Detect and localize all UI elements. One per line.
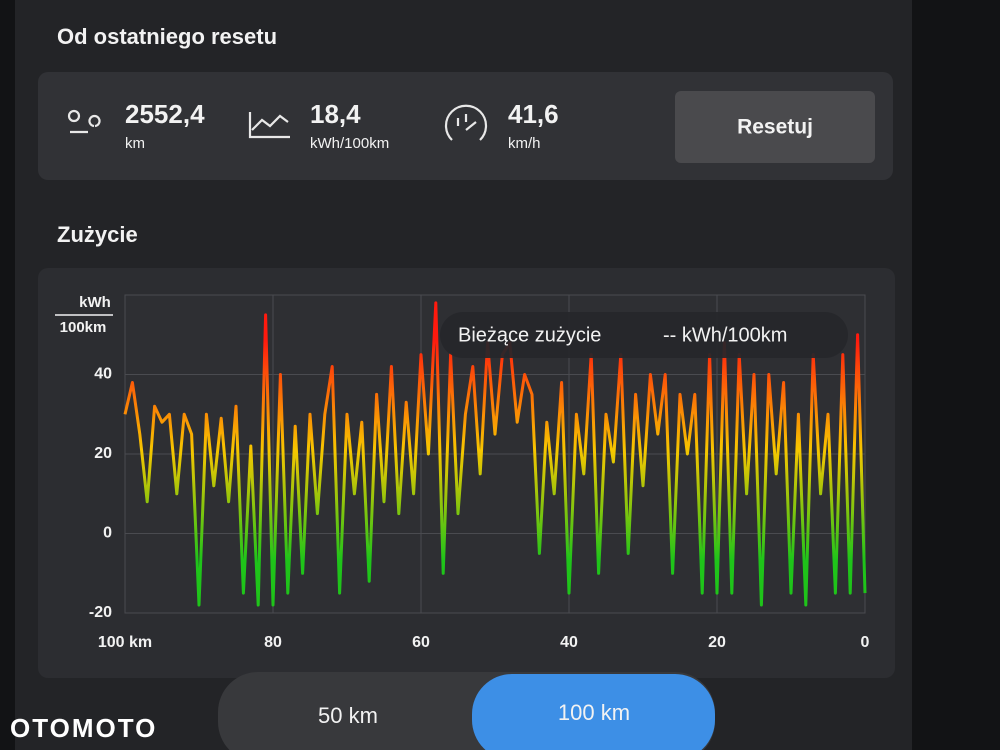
stat-value: 2552,4	[125, 99, 205, 129]
consumption-line	[123, 301, 867, 607]
route-icon-path	[70, 115, 101, 134]
y-tick-label: 0	[103, 525, 112, 542]
range-option-active[interactable]	[472, 674, 715, 750]
y-axis-label: kWh	[79, 294, 111, 311]
x-tick-label: 80	[264, 634, 282, 651]
stat-unit: km/h	[508, 135, 541, 152]
stat-unit: kWh/100km	[310, 135, 389, 152]
reset-button-label[interactable]: Resetuj	[737, 116, 813, 139]
x-tick-label: 0	[861, 634, 870, 651]
route-icon	[67, 109, 81, 123]
reset-button[interactable]	[675, 91, 875, 163]
y-tick-label: -20	[89, 604, 112, 621]
x-tick-label: 100 km	[98, 634, 152, 651]
range-option[interactable]: 100 km	[558, 700, 630, 725]
tooltip-value: -- kWh/100km	[663, 324, 787, 346]
x-tick-label: 40	[560, 634, 578, 651]
speed-icon	[444, 104, 488, 141]
y-axis-label: 100km	[60, 319, 107, 336]
section-title: Zużycie	[57, 222, 138, 247]
stat-unit: km	[125, 135, 145, 152]
x-tick-label: 20	[708, 634, 726, 651]
x-tick-label: 60	[412, 634, 430, 651]
tooltip	[440, 312, 848, 358]
stat-value: 18,4	[310, 99, 361, 129]
icons	[67, 104, 488, 141]
range-option[interactable]: 50 km	[318, 703, 378, 728]
tooltip-label: Bieżące zużycie	[458, 324, 601, 346]
y-tick-label: 20	[94, 445, 112, 462]
header-title: Od ostatniego resetu	[57, 24, 277, 49]
stat-value: 41,6	[508, 99, 559, 129]
consumption-icon	[248, 112, 290, 139]
y-tick-label: 40	[94, 366, 112, 383]
watermark: OTOMOTO	[10, 713, 157, 743]
